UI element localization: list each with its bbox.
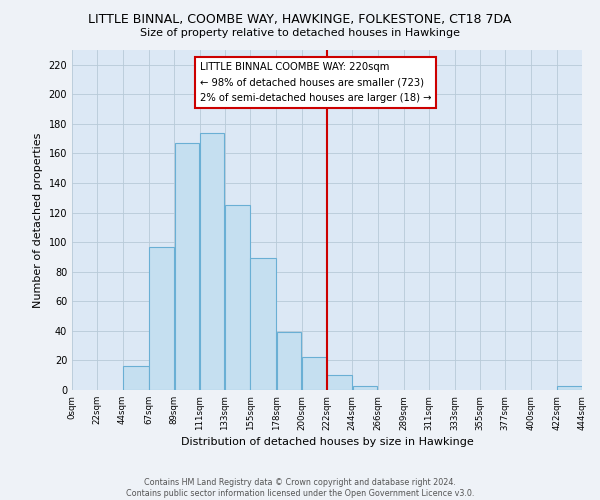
Bar bbox=[250, 258, 276, 390]
Bar bbox=[225, 205, 250, 390]
X-axis label: Distribution of detached houses by size in Hawkinge: Distribution of detached houses by size … bbox=[181, 436, 473, 446]
Text: Size of property relative to detached houses in Hawkinge: Size of property relative to detached ho… bbox=[140, 28, 460, 38]
Bar bbox=[175, 143, 199, 390]
Bar bbox=[200, 133, 224, 390]
Text: Contains HM Land Registry data © Crown copyright and database right 2024.
Contai: Contains HM Land Registry data © Crown c… bbox=[126, 478, 474, 498]
Text: LITTLE BINNAL COOMBE WAY: 220sqm
← 98% of detached houses are smaller (723)
2% o: LITTLE BINNAL COOMBE WAY: 220sqm ← 98% o… bbox=[199, 62, 431, 103]
Bar bbox=[353, 386, 377, 390]
Bar bbox=[277, 332, 301, 390]
Bar bbox=[557, 386, 582, 390]
Y-axis label: Number of detached properties: Number of detached properties bbox=[33, 132, 43, 308]
Bar bbox=[123, 366, 149, 390]
Bar bbox=[302, 358, 327, 390]
Text: LITTLE BINNAL, COOMBE WAY, HAWKINGE, FOLKESTONE, CT18 7DA: LITTLE BINNAL, COOMBE WAY, HAWKINGE, FOL… bbox=[88, 12, 512, 26]
Bar bbox=[327, 375, 352, 390]
Bar bbox=[149, 246, 174, 390]
